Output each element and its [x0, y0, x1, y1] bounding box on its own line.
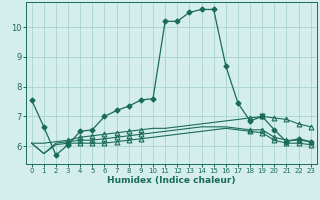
- X-axis label: Humidex (Indice chaleur): Humidex (Indice chaleur): [107, 176, 236, 185]
